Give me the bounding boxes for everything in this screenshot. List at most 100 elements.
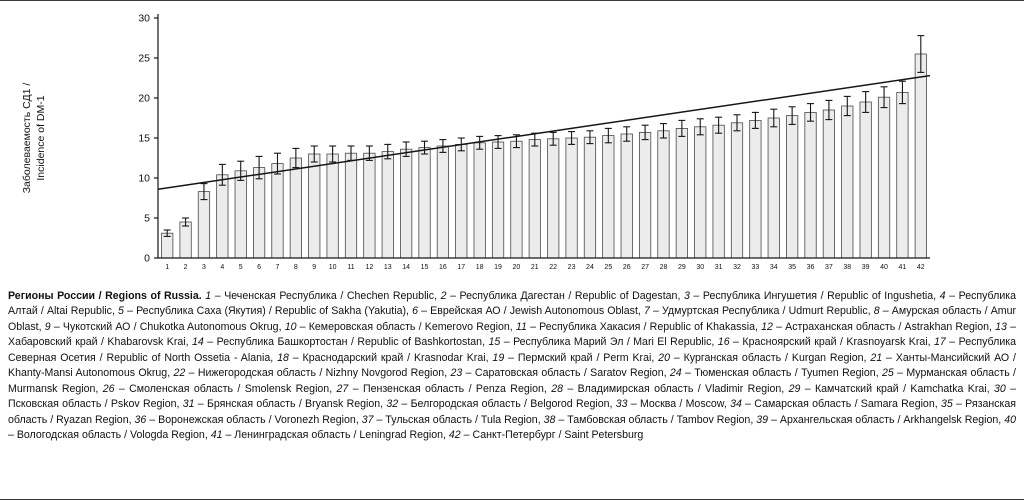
x-tick-label: 25 (604, 264, 612, 271)
y-axis-ticks: 0 5 10 15 20 25 30 (138, 13, 158, 265)
bar (602, 135, 615, 259)
bar (179, 221, 192, 259)
x-tick-label: 36 (807, 264, 815, 271)
bar (877, 96, 891, 259)
bar (712, 124, 725, 259)
figure-caption: Регионы России / Regions of Russia. 1 – … (8, 289, 1016, 444)
y-tick-label: 15 (138, 133, 150, 145)
bar (234, 170, 247, 259)
bar (730, 122, 744, 259)
x-tick-label: 6 (257, 264, 261, 271)
x-tick-label: 40 (880, 264, 888, 271)
x-tick-label: 12 (365, 264, 373, 271)
x-tick-label: 1 (165, 264, 169, 271)
bar (786, 115, 799, 259)
bar (418, 147, 431, 259)
x-tick-label: 21 (531, 264, 539, 271)
bar (859, 101, 872, 259)
y-tick-label: 20 (138, 93, 150, 105)
bar (896, 92, 909, 259)
bar (363, 152, 376, 259)
y-tick-label: 5 (144, 213, 150, 225)
bar (344, 152, 358, 259)
x-tick-label: 10 (329, 264, 337, 271)
bar (381, 151, 394, 259)
bar (841, 105, 854, 259)
x-tick-label: 5 (239, 264, 243, 271)
x-tick-label: 29 (678, 264, 686, 271)
x-tick-label: 22 (549, 264, 557, 271)
bar (638, 132, 652, 259)
x-tick-label: 17 (457, 264, 465, 271)
bar (491, 141, 505, 259)
bar (914, 53, 927, 259)
bar (252, 167, 266, 259)
bar (620, 133, 633, 259)
x-tick-label: 3 (202, 264, 206, 271)
x-tick-label: 32 (733, 264, 741, 271)
bar (326, 153, 339, 259)
bar (400, 148, 413, 259)
y-axis-label: Заболеваемость СД1 / (21, 83, 33, 194)
bar (694, 126, 707, 259)
bar (822, 109, 836, 259)
bar (583, 136, 597, 259)
x-tick-label: 39 (862, 264, 870, 271)
x-tick-label: 13 (384, 264, 392, 271)
bar (749, 120, 762, 259)
x-tick-label: 8 (294, 264, 298, 271)
bar (528, 139, 541, 259)
bar (216, 174, 229, 259)
x-tick-label: 15 (421, 264, 429, 271)
bar (289, 157, 302, 259)
x-tick-label: 42 (917, 264, 925, 271)
bar (197, 191, 211, 259)
x-axis-ticks: 1 2 3 4 5 6 7 8 9 10 11 12 13 14 15 16 17 18 19 20 21 22 23 24 2… (165, 264, 925, 271)
error-bars (163, 35, 925, 237)
x-tick-label: 30 (696, 264, 704, 271)
bar (547, 138, 560, 259)
x-tick-label: 38 (843, 264, 851, 271)
bar (675, 128, 688, 259)
x-tick-label: 18 (476, 264, 484, 271)
x-tick-label: 27 (641, 264, 649, 271)
x-tick-label: 16 (439, 264, 447, 271)
x-tick-label: 23 (568, 264, 576, 271)
x-tick-label: 14 (402, 264, 410, 271)
x-tick-label: 2 (184, 264, 188, 271)
bar (473, 142, 486, 259)
bar (436, 145, 450, 259)
x-tick-label: 26 (623, 264, 631, 271)
regions-legend-text: Регионы России / Regions of Russia. 1 – … (8, 290, 1017, 442)
bar (657, 130, 670, 259)
x-tick-label: 41 (899, 264, 907, 271)
bar (271, 163, 284, 259)
y-tick-label: 30 (138, 13, 150, 25)
y-tick-label: 0 (144, 253, 150, 265)
x-tick-label: 34 (770, 264, 778, 271)
trend-line (157, 74, 931, 190)
x-tick-label: 11 (347, 264, 354, 271)
bar (804, 112, 817, 259)
bar (565, 137, 578, 259)
x-tick-label: 7 (276, 264, 280, 271)
x-tick-label: 19 (494, 264, 502, 271)
x-tick-label: 37 (825, 264, 833, 271)
bars (161, 53, 927, 259)
x-tick-label: 28 (660, 264, 668, 271)
bar (455, 143, 468, 259)
y-tick-label: 10 (138, 173, 150, 185)
y-axis-label: Incidence of DM-1 (35, 95, 47, 180)
x-tick-label: 9 (312, 264, 316, 271)
y-tick-label: 25 (138, 53, 150, 65)
x-tick-label: 35 (788, 264, 796, 271)
x-tick-label: 20 (513, 264, 521, 271)
bar (510, 140, 523, 259)
x-tick-label: 33 (751, 264, 759, 271)
x-tick-label: 4 (220, 264, 224, 271)
chart-area: 0 5 10 15 20 25 30 1 2 3 4 5 6 7 8 9 10 11 12 13 14 15 16 17 18 1… (8, 6, 1016, 282)
x-tick-label: 24 (586, 264, 594, 271)
bar (308, 153, 321, 259)
